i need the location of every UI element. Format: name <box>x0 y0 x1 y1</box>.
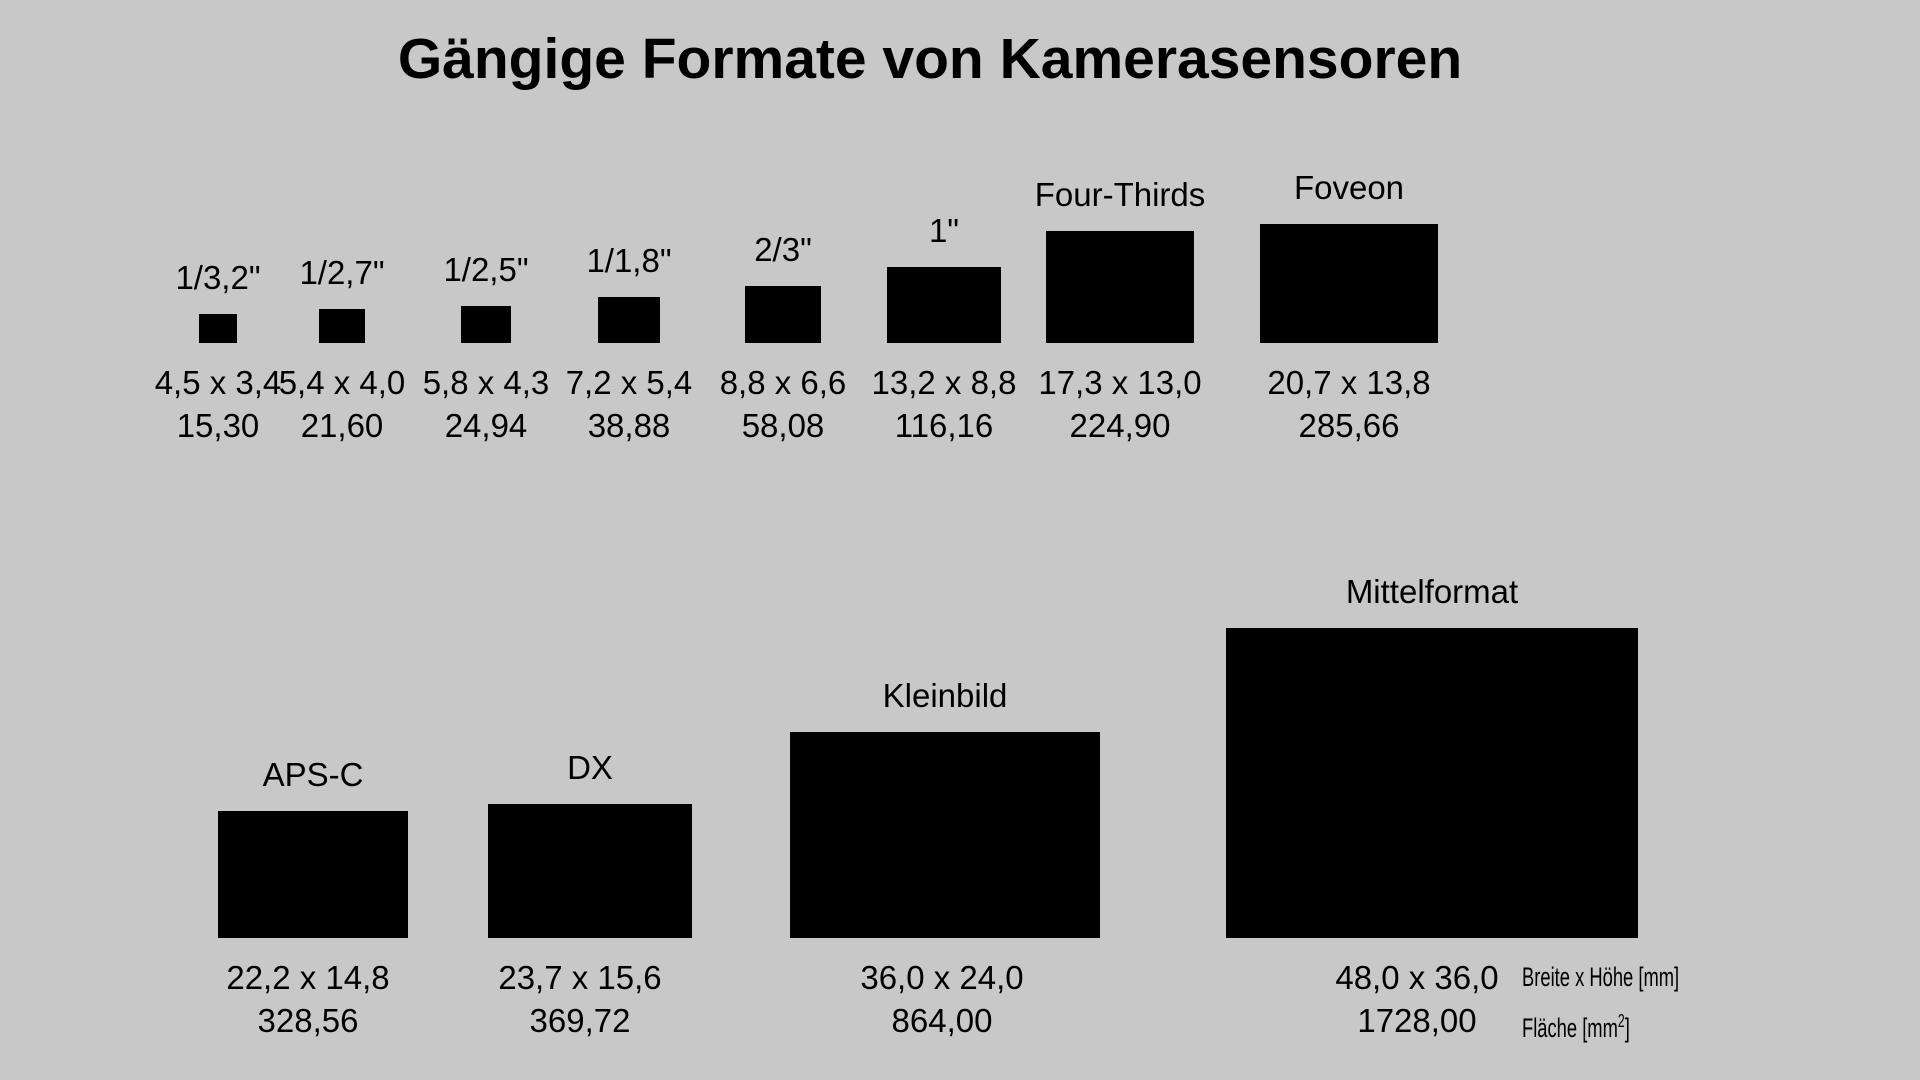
sensor-area: 24,94 <box>444 407 528 444</box>
sensor-rectangle <box>745 286 821 343</box>
sensor-area: 1728,00 <box>1357 1002 1477 1039</box>
sensor-name: Mittelformat <box>1345 573 1519 611</box>
sensor-dimensions: 36,0 x 24,0 <box>860 959 1024 996</box>
sensor-dimensions: 4,5 x 3,4 <box>154 364 282 401</box>
sensor-name: 1/2,5" <box>443 251 529 289</box>
sensor-rectangle <box>1259 224 1438 343</box>
sensor-dimensions: 23,7 x 15,6 <box>498 959 662 996</box>
sensor-name: 2/3" <box>754 231 812 269</box>
sensor-rectangle <box>1225 628 1639 938</box>
sensor-rectangle <box>318 308 366 343</box>
legend-area-prefix: Fläche [mm <box>1522 1013 1618 1043</box>
sensor-name: Foveon <box>1293 169 1405 207</box>
diagram-title: Gängige Formate von Kamerasensoren <box>397 27 1463 91</box>
sensor-rectangle <box>488 803 692 938</box>
sensor-dimensions: 22,2 x 14,8 <box>226 959 390 996</box>
sensor-name: 1/2,7" <box>299 253 385 291</box>
sensor-dimensions: 48,0 x 36,0 <box>1335 959 1499 996</box>
sensor-name: 1/3,2" <box>175 258 261 296</box>
sensor-area: 328,56 <box>257 1002 359 1039</box>
sensor-dimensions: 8,8 x 6,6 <box>719 364 847 401</box>
sensor-area: 116,16 <box>894 407 994 444</box>
sensor-area: 15,30 <box>176 407 260 444</box>
sensor-rectangle <box>887 267 1001 343</box>
legend-area-label: Fläche [mm2] <box>1522 999 1679 1050</box>
sensor-name: Four-Thirds <box>1034 176 1206 214</box>
sensor-dimensions: 7,2 x 5,4 <box>565 364 693 401</box>
sensor-name: 1/1,8" <box>586 241 672 279</box>
sensor-rectangle <box>461 306 511 343</box>
sensor-name: Kleinbild <box>882 676 1008 714</box>
sensor-dimensions: 17,3 x 13,0 <box>1038 364 1202 401</box>
legend-dims-label: Breite x Höhe [mm] <box>1522 962 1680 992</box>
sensor-name: 1" <box>928 212 960 250</box>
sensor-area: 58,08 <box>741 407 825 444</box>
sensor-rectangle <box>790 731 1100 938</box>
sensor-rectangle <box>198 313 238 343</box>
sensor-name: DX <box>567 748 613 786</box>
legend-area-exponent: 2 <box>1617 1011 1625 1031</box>
sensor-dimensions: 5,4 x 4,0 <box>278 364 406 401</box>
sensor-area: 369,72 <box>529 1002 631 1039</box>
sensor-area: 864,00 <box>891 1002 993 1039</box>
sensor-area: 285,66 <box>1298 407 1400 444</box>
sensor-rectangle <box>1045 231 1195 343</box>
sensor-area: 38,88 <box>587 407 671 444</box>
sensor-name: APS-C <box>262 755 364 793</box>
sensor-dimensions: 13,2 x 8,8 <box>871 364 1017 401</box>
sensor-area: 224,90 <box>1069 407 1171 444</box>
legend-area-suffix: ] <box>1624 1013 1630 1043</box>
sensor-dimensions: 5,8 x 4,3 <box>422 364 550 401</box>
sensor-rectangle <box>217 810 409 938</box>
legend: Breite x Höhe [mm] Fläche [mm2] <box>1522 955 1679 1050</box>
sensor-area: 21,60 <box>300 407 384 444</box>
sensor-rectangle <box>598 296 660 343</box>
sensor-dimensions: 20,7 x 13,8 <box>1267 364 1431 401</box>
